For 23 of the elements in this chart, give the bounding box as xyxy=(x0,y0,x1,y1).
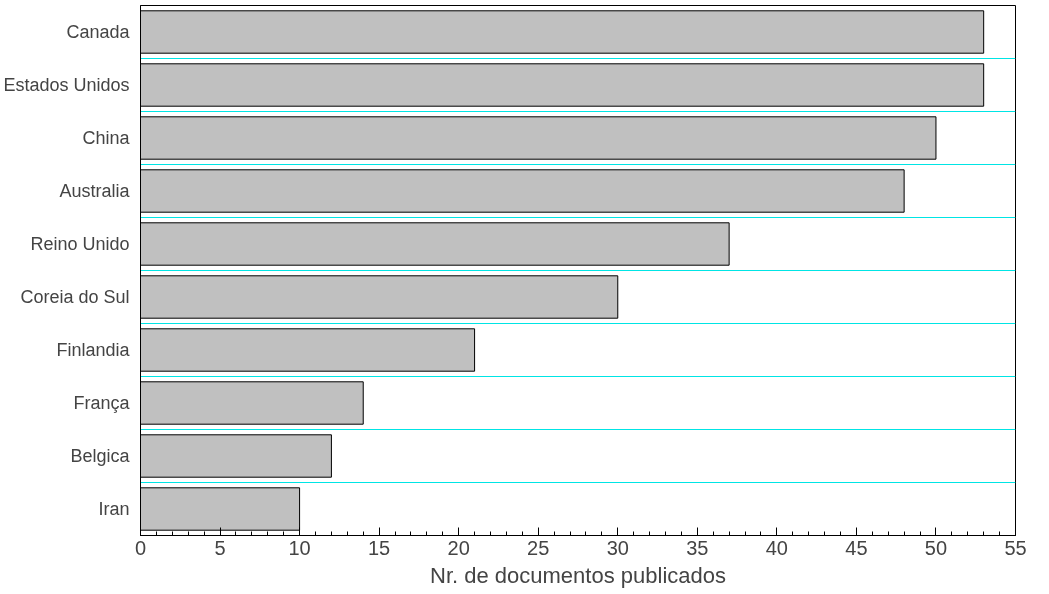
x-tick-label: 15 xyxy=(368,536,391,559)
x-tick-label: 40 xyxy=(765,536,788,559)
x-axis-title: Nr. de documentos publicados xyxy=(430,562,726,588)
y-tick-label: Finlandia xyxy=(56,340,131,360)
y-tick-label: China xyxy=(82,128,131,148)
y-tick-label: Iran xyxy=(98,499,130,519)
x-tick-label: 30 xyxy=(606,536,629,559)
x-tick-label: 5 xyxy=(214,536,226,559)
x-tick-label: 10 xyxy=(288,536,311,559)
y-tick-label: França xyxy=(73,393,131,413)
y-tick-label: Canada xyxy=(66,22,131,42)
x-tick-label: 45 xyxy=(845,536,868,559)
x-tick-label: 25 xyxy=(527,536,550,559)
x-tick-label: 20 xyxy=(447,536,470,559)
x-tick-label: 55 xyxy=(1004,536,1027,559)
y-tick-label: Reino Unido xyxy=(30,234,130,254)
x-tick-label: 0 xyxy=(134,536,147,559)
y-tick-label: Coreia do Sul xyxy=(20,287,130,307)
y-tick-label: Australia xyxy=(59,181,131,201)
x-tick-label: 35 xyxy=(686,536,709,559)
x-tick-label: 50 xyxy=(924,536,948,559)
y-tick-label: Belgica xyxy=(70,446,131,466)
y-tick-label: Estados Unidos xyxy=(3,75,130,95)
